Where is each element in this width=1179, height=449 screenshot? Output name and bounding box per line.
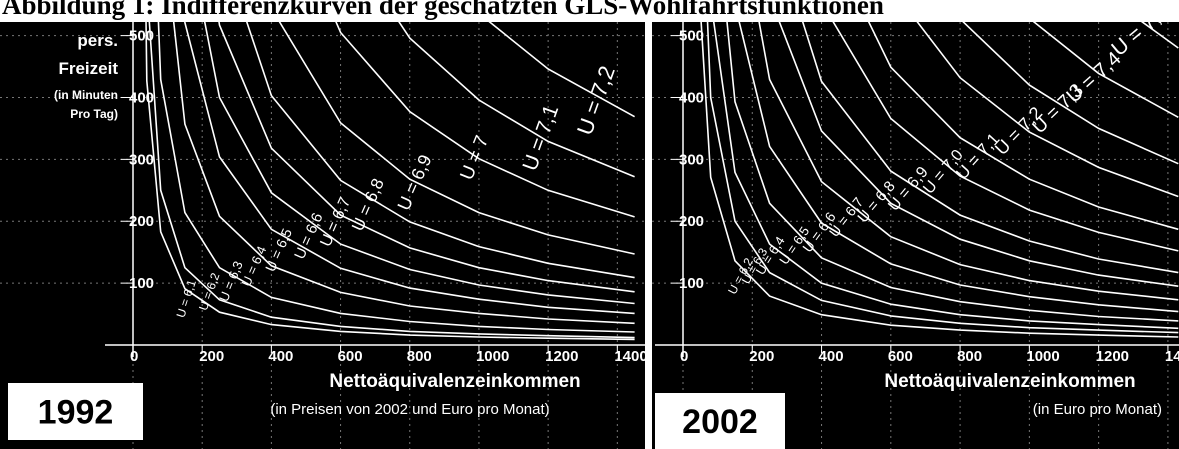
year-box	[8, 383, 143, 440]
x-tick-label: 600	[888, 348, 913, 365]
x-axis-note: (in Euro pro Monat)	[1033, 401, 1162, 418]
x-tick-label: 600	[338, 348, 363, 365]
y-tick-label: 400	[679, 89, 704, 106]
indifference-curve	[832, 22, 1179, 252]
indifference-curve	[488, 22, 635, 118]
indifference-curve	[203, 22, 635, 305]
indifference-curve	[801, 22, 1179, 274]
y-tick-label: 500	[679, 28, 704, 45]
x-tick-label: 400	[819, 348, 844, 365]
indifference-curve	[712, 22, 1179, 330]
y-axis-label: Freizeit	[58, 59, 118, 78]
indifference-curve	[335, 22, 635, 218]
x-tick-label: 400	[268, 348, 293, 365]
x-tick-label: 1000	[476, 348, 509, 365]
y-tick-label: 300	[679, 151, 704, 168]
indifference-curve	[778, 22, 1179, 287]
indifference-curve	[184, 22, 635, 315]
y-axis-label: pers.	[77, 31, 118, 50]
indifference-curve	[148, 22, 635, 339]
x-tick-label: 0	[680, 348, 688, 365]
indifference-curve	[867, 22, 1179, 231]
indifference-curve	[700, 22, 1179, 338]
indifference-curve	[758, 22, 1179, 301]
x-axis-label: Nettoäquivalenzeinkommen	[329, 371, 580, 392]
x-tick-label: 800	[407, 348, 432, 365]
indifference-curve	[218, 22, 635, 293]
x-tick-label: 0	[130, 348, 138, 365]
y-axis-label: (in Minuten	[54, 88, 118, 102]
y-tick-label: 500	[129, 28, 154, 45]
y-axis-label: Pro Tag)	[70, 107, 118, 121]
indifference-curve	[398, 22, 635, 178]
x-tick-label: 200	[749, 348, 774, 365]
figure-title: Abbildung 1: Indifferenzkurven der gesch…	[2, 0, 884, 20]
year-label: 2002	[682, 403, 758, 441]
indifference-curve	[172, 22, 635, 325]
x-tick-label: 1200	[545, 348, 578, 365]
x-axis-label: Nettoäquivalenzeinkommen	[884, 371, 1135, 392]
y-tick-label: 400	[129, 89, 154, 106]
x-tick-label: 1200	[1096, 348, 1129, 365]
indifference-curve	[1032, 22, 1179, 119]
x-tick-label: 800	[957, 348, 982, 365]
indifference-curve	[145, 22, 635, 341]
y-tick-label: 100	[679, 275, 704, 292]
x-tick-label: 1000	[1026, 348, 1059, 365]
x-tick-label: 1400	[1165, 348, 1179, 365]
indifference-curve	[726, 22, 1179, 322]
y-tick-label: 200	[679, 213, 704, 230]
indifference-curve	[738, 22, 1179, 313]
indifference-curve	[706, 22, 1179, 334]
indifference-curve	[962, 22, 1179, 165]
y-tick-label: 100	[129, 275, 154, 292]
indifference-curve	[245, 22, 635, 279]
indifference-curve	[157, 22, 635, 333]
indifference-curve	[916, 22, 1179, 198]
year-label: 1992	[38, 394, 114, 432]
y-tick-label: 300	[129, 151, 154, 168]
y-tick-label: 200	[129, 213, 154, 230]
indifference-curve	[278, 22, 635, 255]
x-tick-label: 200	[199, 348, 224, 365]
x-axis-note: (in Preisen von 2002 und Euro pro Monat)	[270, 401, 549, 418]
year-box	[655, 393, 785, 449]
x-tick-label: 1400	[614, 348, 647, 365]
